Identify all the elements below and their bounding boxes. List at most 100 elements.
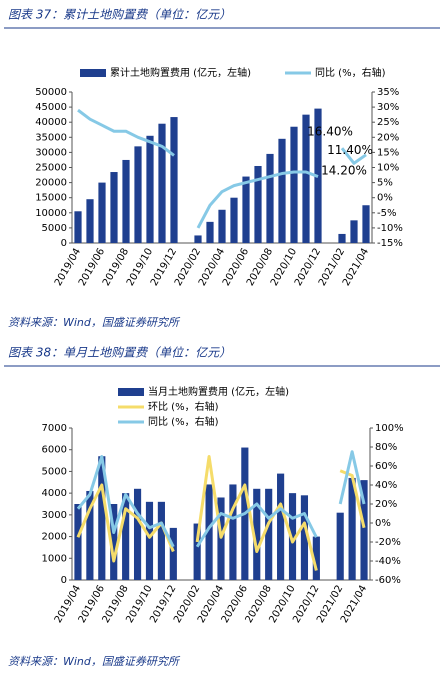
y2-tick-label: 100% [375, 423, 404, 434]
bar [265, 488, 273, 580]
bar [348, 477, 356, 580]
bar [360, 480, 368, 580]
bar [312, 536, 320, 580]
bar [194, 235, 202, 243]
bar [134, 146, 142, 243]
bar [169, 527, 177, 580]
bar [230, 197, 238, 243]
bar [242, 176, 250, 243]
bar [146, 135, 154, 243]
bar [74, 211, 82, 243]
bar [336, 512, 344, 580]
figure-caption: 图表 37：累计土地购置费（单位：亿元） [8, 8, 231, 22]
legend-label: 当月土地购置费用 (亿元，左轴) [148, 385, 289, 398]
legend-swatch [118, 388, 144, 396]
y2-tick-label: 0% [377, 193, 393, 204]
y-tick-label: 6000 [42, 445, 67, 456]
y2-tick-label: 10% [377, 163, 399, 174]
bar [362, 205, 370, 243]
bar [145, 501, 154, 580]
bar [205, 484, 213, 580]
bar [158, 123, 166, 243]
y2-tick-label: 0% [375, 518, 391, 529]
bar [193, 523, 201, 580]
y-tick-label: 0 [61, 575, 67, 586]
bar [133, 488, 142, 580]
y2-tick-label: 20% [375, 499, 397, 510]
y-tick-label: 5000 [42, 466, 67, 477]
y-tick-label: 4000 [42, 488, 67, 499]
bar [300, 495, 309, 580]
bar [254, 165, 262, 243]
data-label: 16.40% [307, 125, 353, 139]
bar [302, 114, 310, 244]
y2-tick-label: -5% [377, 208, 396, 219]
y-tick-label: 30000 [35, 147, 67, 158]
y2-tick-label: -10% [377, 223, 403, 234]
legend-label: 累计土地购置费用 (亿元，左轴) [110, 66, 251, 79]
y-tick-label: 1000 [42, 553, 67, 564]
y2-tick-label: -15% [377, 238, 403, 249]
bar [86, 199, 94, 243]
y-tick-label: 5000 [42, 223, 67, 234]
bar [110, 172, 118, 243]
data-label: 11.40% [327, 143, 373, 157]
y-tick-label: 25000 [35, 163, 67, 174]
y-tick-label: 7000 [42, 423, 67, 434]
y2-tick-label: 35% [377, 87, 399, 98]
y2-tick-label: 60% [375, 461, 397, 472]
y2-tick-label: -20% [375, 537, 401, 548]
y2-tick-label: 80% [375, 442, 397, 453]
line [76, 450, 366, 548]
bar [338, 233, 346, 243]
y-tick-label: 10000 [35, 208, 67, 219]
y2-tick-label: -60% [375, 575, 401, 586]
bar [170, 117, 178, 243]
bar [122, 493, 130, 580]
bar [98, 182, 106, 243]
line [77, 108, 367, 229]
bar [229, 484, 237, 580]
bar [350, 220, 358, 243]
bar [110, 504, 118, 580]
bar [122, 159, 130, 243]
legend-label: 同比 (%，右轴) [148, 415, 219, 428]
legend-label: 同比 (%，右轴) [315, 66, 386, 79]
y-tick-label: 35000 [35, 132, 67, 143]
figure-caption: 图表 38：单月土地购置费（单位：亿元） [8, 346, 231, 360]
bar [288, 493, 297, 580]
y-tick-label: 20000 [35, 178, 67, 189]
y2-tick-label: 15% [377, 147, 399, 158]
data-label: 14.20% [321, 163, 367, 177]
y2-tick-label: 5% [377, 178, 393, 189]
bar [290, 126, 298, 243]
y2-tick-label: 30% [377, 102, 399, 113]
legend-swatch [80, 69, 106, 77]
bar [277, 473, 285, 580]
y-tick-label: 3000 [42, 510, 67, 521]
source-note: 资料来源：Wind，国盛证券研究所 [8, 316, 181, 329]
y2-tick-label: 40% [375, 480, 397, 491]
bar [278, 138, 286, 243]
y-tick-label: 2000 [42, 532, 67, 543]
bar [266, 153, 274, 243]
y2-tick-label: -40% [375, 556, 401, 567]
legend-label: 环比 (%，右轴) [148, 400, 219, 413]
bar [157, 501, 165, 580]
y-tick-label: 45000 [35, 102, 67, 113]
y-tick-label: 50000 [35, 87, 67, 98]
y2-tick-label: 20% [377, 132, 399, 143]
y-tick-label: 15000 [35, 193, 67, 204]
bar [253, 488, 261, 580]
bar [206, 221, 214, 243]
bar [74, 504, 82, 580]
bar [218, 209, 226, 243]
bar [86, 490, 94, 580]
y-tick-label: 0 [61, 238, 67, 249]
line [76, 455, 366, 571]
y2-tick-label: 25% [377, 117, 399, 128]
bar [98, 456, 106, 580]
y-tick-label: 40000 [35, 117, 67, 128]
source-note: 资料来源：Wind，国盛证券研究所 [8, 655, 181, 668]
